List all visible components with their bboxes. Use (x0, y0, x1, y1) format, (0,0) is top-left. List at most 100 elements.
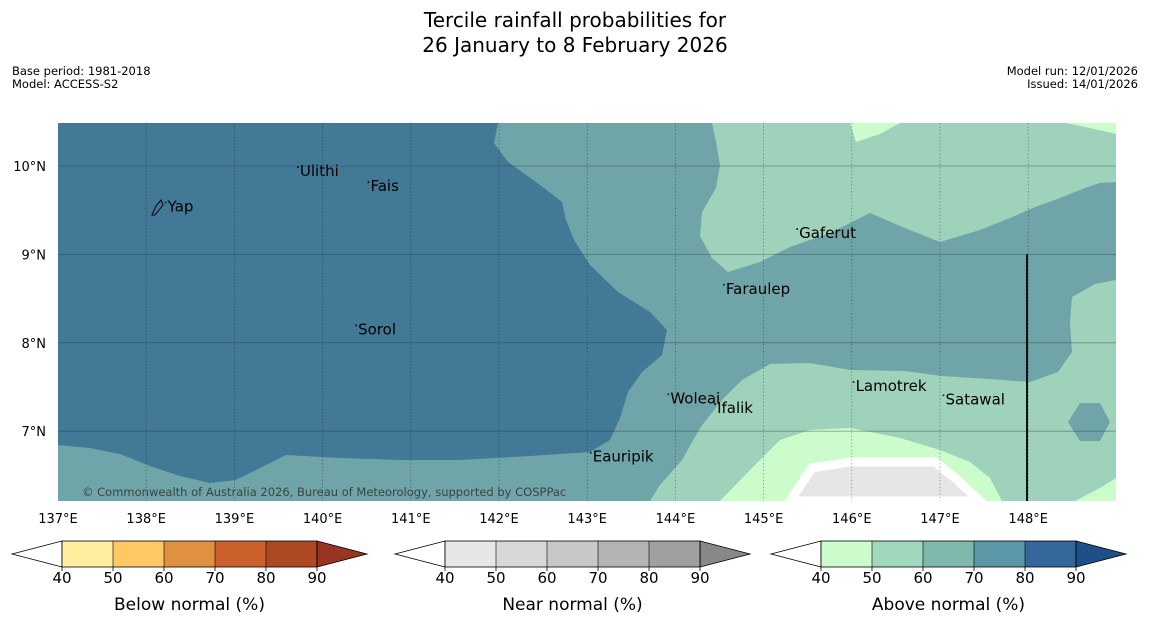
colorbar-segment (547, 541, 598, 567)
colorbar: 40 50 60 70 80 90 Near normal (%) (393, 540, 752, 615)
colorbars: 40 50 60 70 80 90 Below normal (%) 40 50 60 70 80 90… (10, 540, 1128, 615)
lon-label: 145°E (744, 512, 784, 527)
colorbar-extend-high (1075, 540, 1128, 568)
colorbar-segment (62, 541, 113, 567)
yap-island-icon (151, 199, 164, 216)
colorbar-tick-label: 50 (103, 569, 122, 587)
colorbar: 40 50 60 70 80 90 Above normal (%) (769, 540, 1128, 615)
place-label: Ulithi (300, 162, 339, 180)
place-marker (164, 201, 167, 204)
place-marker (355, 324, 358, 327)
lon-label: 137°E (38, 512, 78, 527)
meta-left: Base period: 1981-2018 Model: ACCESS-S2 (12, 65, 151, 91)
colorbar-tick-label: 70 (588, 569, 607, 587)
colorbar-tick-label: 90 (1066, 569, 1085, 587)
colorbar-label: Above normal (%) (872, 595, 1025, 615)
colorbar-extend-low (10, 540, 63, 568)
place-label: Gaferut (799, 224, 856, 242)
region-dark-blue (58, 123, 667, 483)
colorbar-tick-label: 90 (690, 569, 709, 587)
colorbar-extend-high (699, 540, 752, 568)
colorbar-tick-label: 40 (435, 569, 454, 587)
lon-label: 144°E (656, 512, 696, 527)
lat-gridlines (58, 165, 1116, 432)
lon-label: 142°E (479, 512, 519, 527)
place-label: Eauripik (593, 448, 654, 466)
lon-label: 141°E (391, 512, 431, 527)
colorbar-outline (820, 540, 1077, 568)
colorbar-tick-label: 80 (639, 569, 658, 587)
colorbar-extend-low (393, 540, 446, 568)
colorbar-segment (974, 541, 1025, 567)
region-pale-green (720, 123, 1116, 501)
lon-label: 138°E (126, 512, 166, 527)
colorbar-tick-label: 80 (1015, 569, 1034, 587)
colorbar-segment (215, 541, 266, 567)
lon-label: 140°E (303, 512, 343, 527)
lon-label: 143°E (567, 512, 607, 527)
model-text: Model: ACCESS-S2 (12, 77, 119, 91)
colorbar-segment (113, 541, 164, 567)
colorbar-label: Below normal (%) (114, 595, 265, 615)
map-area: Yap Ulithi Fais Sorol Gaferut Faraulep WoleaiI… (58, 123, 1116, 501)
copyright-text: © Commonwealth of Australia 2026, Bureau… (82, 485, 566, 499)
colorbar-tick-label: 50 (486, 569, 505, 587)
place-marker (589, 451, 592, 454)
place-marker (367, 181, 370, 184)
lat-label: 10°N (13, 160, 46, 175)
place-label: Satawal (946, 390, 1005, 408)
place-marker (852, 381, 855, 383)
place-label: Fais (370, 177, 399, 195)
colorbar-outline (61, 540, 318, 568)
lat-label: 9°N (22, 248, 47, 263)
place-marker (942, 394, 945, 397)
issued-text: Issued: 14/01/2026 (1027, 77, 1138, 91)
colorbar: 40 50 60 70 80 90 Below normal (%) (10, 540, 369, 615)
place-marker (796, 228, 799, 230)
colorbar-tick-label: 60 (537, 569, 556, 587)
lon-label: 146°E (832, 512, 872, 527)
colorbar-tick-label: 70 (205, 569, 224, 587)
region-grey (784, 457, 987, 501)
colorbar-segment (164, 541, 215, 567)
colorbar-tick-label: 60 (154, 569, 173, 587)
place-label: Woleai (670, 389, 720, 407)
colorbar-segment (923, 541, 974, 567)
place-label: Sorol (358, 320, 396, 338)
colorbar-tick-label: 70 (964, 569, 983, 587)
colorbar-segment (649, 541, 700, 567)
meta-right: Model run: 12/01/2026 Issued: 14/01/2026 (1007, 65, 1138, 91)
colorbar-tick-label: 90 (307, 569, 326, 587)
place-marker (667, 393, 670, 396)
colorbar-tick-label: 80 (256, 569, 275, 587)
place-marker (714, 403, 716, 405)
colorbar-extend-high (316, 540, 369, 568)
place-label: Yap (167, 198, 194, 216)
place-marker (297, 166, 299, 169)
places-layer: Yap Ulithi Fais Sorol Gaferut Faraulep WoleaiI… (164, 162, 1005, 466)
colorbar-outline (444, 540, 701, 568)
colorbar-tick-label: 60 (913, 569, 932, 587)
colorbar-segment (1025, 541, 1076, 567)
colorbar-segment (821, 541, 872, 567)
place-label: Faraulep (726, 280, 790, 298)
title-line-1: Tercile rainfall probabilities for (423, 8, 727, 32)
colorbar-extend-low (769, 540, 822, 568)
colorbar-tick-label: 40 (811, 569, 830, 587)
colorbar-segment (872, 541, 923, 567)
colorbar-segment (598, 541, 649, 567)
model-run-text: Model run: 12/01/2026 (1006, 64, 1138, 78)
lat-label: 8°N (22, 337, 47, 352)
colorbar-tick-label: 40 (52, 569, 71, 587)
lon-label: 139°E (215, 512, 255, 527)
place-label: Ifalik (717, 399, 753, 417)
title-line-2: 26 January to 8 February 2026 (422, 33, 728, 57)
lon-label: 148°E (1008, 512, 1048, 527)
place-label: Lamotrek (856, 377, 927, 395)
place-marker (723, 283, 725, 286)
axis-labels: 10°N 9°N 8°N 7°N 137°E 138°E 139°E 140°E 141°E 14… (13, 160, 1048, 527)
region-teal-blob (1068, 403, 1110, 441)
colorbar-segment (445, 541, 496, 567)
colorbar-label: Near normal (%) (502, 595, 642, 615)
